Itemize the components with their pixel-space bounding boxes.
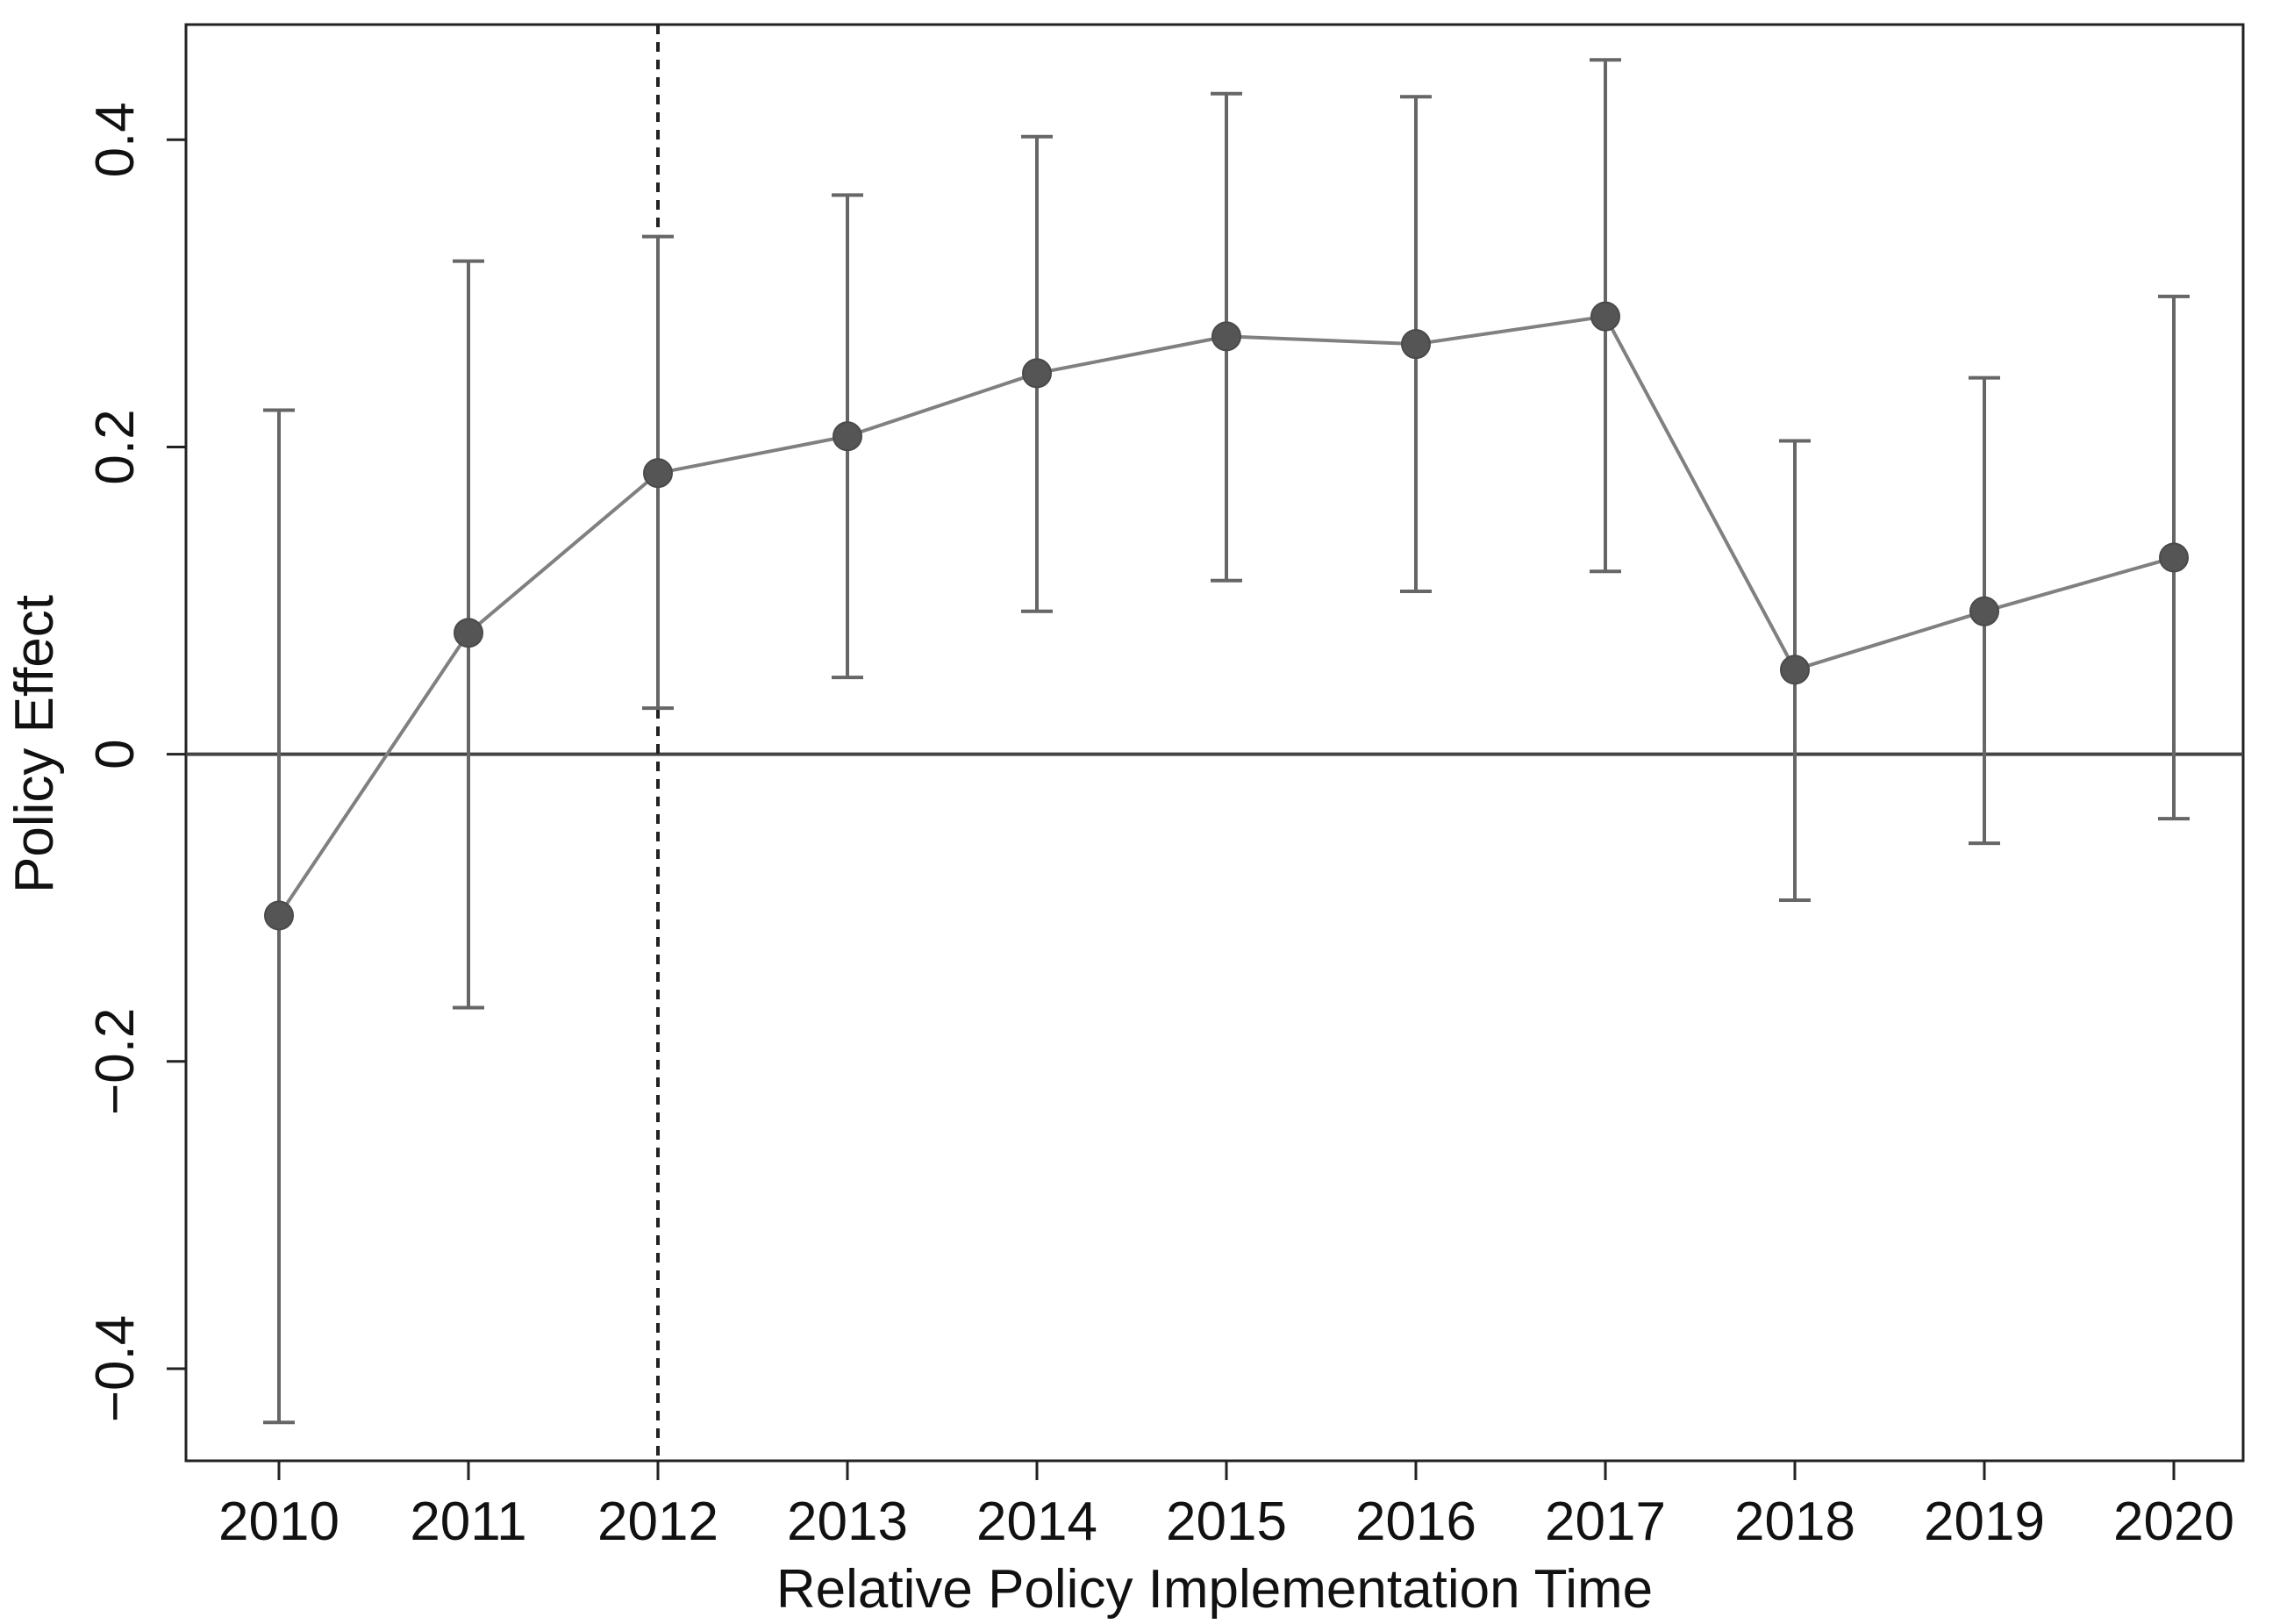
x-tick-label-2010: 2010 bbox=[218, 1492, 339, 1552]
x-tick-label-2013: 2013 bbox=[787, 1492, 908, 1552]
point-2010 bbox=[264, 900, 294, 931]
x-tick-label-2016: 2016 bbox=[1355, 1492, 1476, 1552]
point-2016 bbox=[1401, 329, 1431, 360]
x-tick-label-2017: 2017 bbox=[1545, 1492, 1666, 1552]
x-tick-label-2020: 2020 bbox=[2113, 1492, 2234, 1552]
x-tick-label-2015: 2015 bbox=[1166, 1492, 1287, 1552]
point-2018 bbox=[1780, 655, 1810, 685]
plot-frame bbox=[184, 23, 2245, 1463]
point-2014 bbox=[1022, 358, 1052, 389]
point-2017 bbox=[1590, 301, 1620, 332]
y-tick-label-1: −0.2 bbox=[85, 1008, 146, 1115]
reference-lines bbox=[186, 25, 2243, 1461]
y-axis-ticks: −0.4 −0.2 0 0.2 0.4 bbox=[85, 102, 186, 1422]
y-tick-label-0: −0.4 bbox=[85, 1315, 146, 1422]
x-axis-title: Relative Policy Implementation Time bbox=[776, 1559, 1653, 1620]
y-axis-title: Policy Effect bbox=[4, 595, 65, 893]
plot-border bbox=[184, 23, 2245, 1463]
point-2020 bbox=[2159, 542, 2189, 573]
x-tick-label-2012: 2012 bbox=[597, 1492, 718, 1552]
x-tick-label-2014: 2014 bbox=[976, 1492, 1097, 1552]
x-tick-label-2018: 2018 bbox=[1734, 1492, 1855, 1552]
markers bbox=[264, 301, 2189, 931]
x-axis-ticks: 2010 2011 2012 2013 2014 2015 2016 2017 2018 2019… bbox=[218, 1461, 2234, 1552]
x-tick-label-2019: 2019 bbox=[1924, 1492, 2045, 1552]
x-tick-label-2011: 2011 bbox=[410, 1492, 526, 1552]
y-tick-label-3: 0.2 bbox=[85, 409, 146, 484]
point-2015 bbox=[1211, 321, 1241, 352]
y-tick-label-4: 0.4 bbox=[85, 102, 146, 177]
point-2012 bbox=[643, 458, 673, 489]
y-tick-label-2: 0 bbox=[85, 739, 146, 769]
point-2013 bbox=[833, 421, 862, 452]
point-2019 bbox=[1969, 596, 1999, 626]
point-2011 bbox=[454, 618, 483, 648]
